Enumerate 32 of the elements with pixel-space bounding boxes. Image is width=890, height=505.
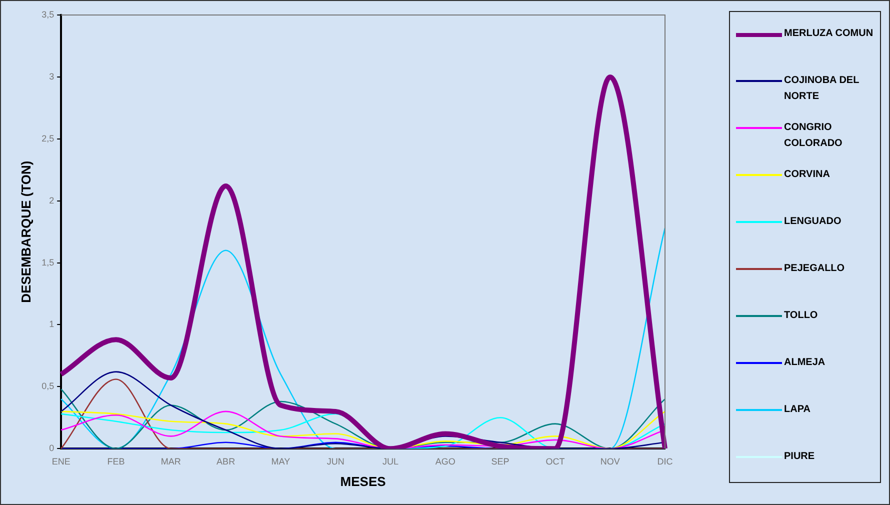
x-tick-label: AGO [435,456,456,466]
x-tick-label: JUL [382,456,399,466]
y-tick-label: 3 [49,71,54,82]
x-tick-label: FEB [107,456,125,466]
x-tick-label: JUN [326,456,344,466]
legend-label: CONGRIO COLORADO [784,121,844,151]
legend-label: TOLLO [784,309,819,323]
y-tick-label: 0,5 [42,381,54,392]
legend-label: PEJEGALLO [784,262,846,276]
x-tick-label: SEP [491,456,510,466]
legend-label: CORVINA [784,168,831,182]
legend-label: COJINOBA DEL NORTE [784,74,860,104]
y-tick-label: 2 [49,195,54,206]
y-tick-label: 1,5 [42,257,54,268]
x-tick-label: NOV [600,456,620,466]
y-tick-label: 2,5 [42,133,54,144]
x-tick-label: OCT [546,456,566,466]
y-tick-label: 0 [49,443,54,454]
legend-label: LAPA [784,403,812,417]
legend-label: ALMEJA [784,356,826,370]
x-tick-label: ENE [52,456,70,466]
y-tick-label: 1 [49,319,54,330]
x-tick-label: MAY [271,456,290,466]
x-tick-label: DIC [657,456,674,466]
legend-label: LENGUADO [784,215,842,229]
legend-label: MERLUZA COMUN [784,27,874,41]
y-axis-title: DESEMBARQUE (TON) [18,160,34,303]
x-tick-label: ABR [216,456,236,466]
x-tick-label: MAR [160,456,182,466]
y-tick-label: 3,5 [42,9,54,20]
x-axis-title: MESES [340,474,386,489]
legend-label: PIURE [784,450,816,464]
